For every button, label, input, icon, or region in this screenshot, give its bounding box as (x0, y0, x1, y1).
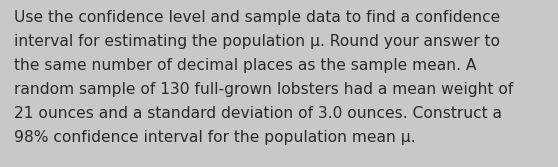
Text: interval for estimating the population μ. Round your answer to: interval for estimating the population μ… (14, 34, 500, 49)
Text: random sample of 130 full-grown lobsters had a mean weight of: random sample of 130 full-grown lobsters… (14, 82, 513, 97)
Text: 98% confidence interval for the population mean μ.: 98% confidence interval for the populati… (14, 130, 416, 145)
Text: Use the confidence level and sample data to find a confidence: Use the confidence level and sample data… (14, 10, 501, 25)
Text: 21 ounces and a standard deviation of 3.0 ounces. Construct a: 21 ounces and a standard deviation of 3.… (14, 106, 502, 121)
Text: the same number of decimal places as the sample mean. A: the same number of decimal places as the… (14, 58, 477, 73)
